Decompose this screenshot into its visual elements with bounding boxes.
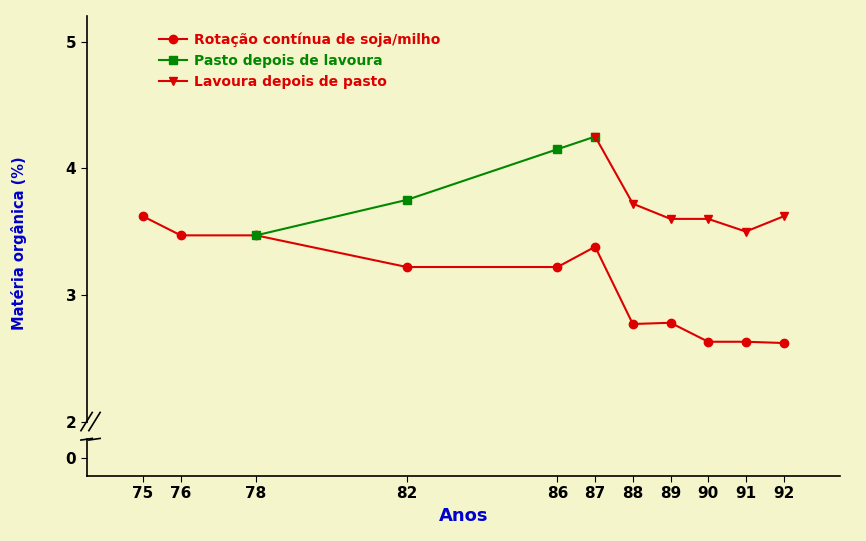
- Lavoura depois de pasto: [590, 133, 600, 140]
- Rotação contínua de soja/milho: [176, 232, 186, 239]
- Lavoura depois de pasto: [703, 216, 714, 222]
- Line: Pasto depois de lavoura: Pasto depois de lavoura: [252, 133, 599, 240]
- Rotação contínua de soja/milho: [740, 339, 751, 345]
- Line: Rotação contínua de soja/milho: Rotação contínua de soja/milho: [139, 212, 788, 347]
- Rotação contínua de soja/milho: [138, 213, 148, 220]
- Rotação contínua de soja/milho: [779, 340, 789, 346]
- Rotação contínua de soja/milho: [553, 264, 563, 270]
- Rotação contínua de soja/milho: [590, 243, 600, 250]
- Rotação contínua de soja/milho: [628, 321, 638, 327]
- Pasto depois de lavoura: [402, 196, 412, 203]
- Rotação contínua de soja/milho: [402, 264, 412, 270]
- Lavoura depois de pasto: [628, 201, 638, 207]
- Rotação contínua de soja/milho: [665, 320, 675, 326]
- Pasto depois de lavoura: [251, 232, 262, 239]
- Rotação contínua de soja/milho: [251, 232, 262, 239]
- Pasto depois de lavoura: [590, 133, 600, 140]
- Legend: Rotação contínua de soja/milho, Pasto depois de lavoura, Lavoura depois de pasto: Rotação contínua de soja/milho, Pasto de…: [154, 27, 446, 95]
- Lavoura depois de pasto: [740, 228, 751, 235]
- Pasto depois de lavoura: [553, 146, 563, 153]
- Lavoura depois de pasto: [665, 216, 675, 222]
- Lavoura depois de pasto: [779, 213, 789, 220]
- Line: Lavoura depois de pasto: Lavoura depois de pasto: [591, 133, 788, 236]
- X-axis label: Anos: Anos: [438, 507, 488, 525]
- Text: Matéria orgânica (%): Matéria orgânica (%): [11, 157, 27, 330]
- Rotação contínua de soja/milho: [703, 339, 714, 345]
